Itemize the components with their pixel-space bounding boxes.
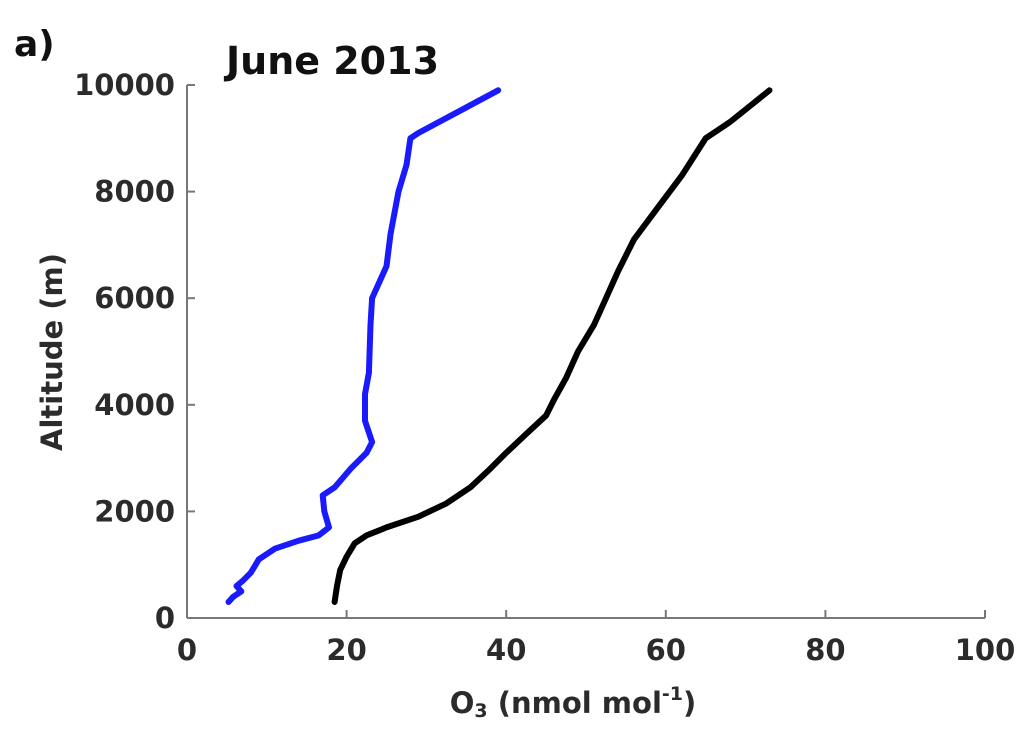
- y-tick-label: 6000: [94, 281, 175, 315]
- x-tick-label: 20: [326, 633, 366, 667]
- y-tick-label: 0: [155, 601, 175, 635]
- axes: [186, 85, 985, 619]
- x-tick-label: 60: [646, 633, 686, 667]
- y-ticks: 0 2000 4000 6000 8000 10000: [74, 68, 195, 635]
- x-tick-label: 100: [955, 633, 1016, 667]
- x-tick-label: 40: [486, 633, 526, 667]
- panel-label: a): [14, 24, 55, 65]
- series-line-1: [225, 87, 502, 605]
- y-tick-label: 4000: [94, 388, 175, 422]
- x-ticks: 0 20 40 60 80 100: [177, 610, 1015, 667]
- chart-title: June 2013: [223, 39, 439, 83]
- series-line-2: [331, 87, 773, 605]
- y-axis-title: Altitude (m): [35, 253, 69, 451]
- y-tick-label: 8000: [94, 175, 175, 209]
- x-axis-title: O3 (nmol mol-1): [450, 683, 697, 722]
- x-tick-label: 0: [177, 633, 197, 667]
- series-lines: [225, 87, 773, 605]
- y-tick-label: 2000: [94, 494, 175, 528]
- y-tick-label: 10000: [74, 68, 175, 102]
- x-tick-label: 80: [805, 633, 845, 667]
